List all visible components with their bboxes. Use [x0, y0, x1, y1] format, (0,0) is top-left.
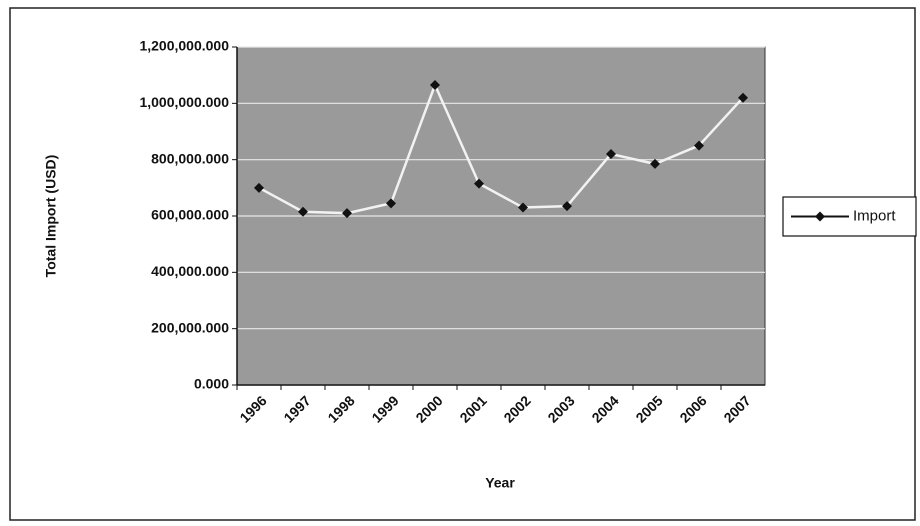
- y-tick-label: 200,000.000: [151, 319, 229, 335]
- y-tick-label: 800,000.000: [151, 150, 229, 166]
- y-tick-label: 600,000.000: [151, 207, 229, 223]
- y-tick-label: 400,000.000: [151, 263, 229, 279]
- y-axis-title: Total Import (USD): [43, 155, 59, 278]
- y-tick-label: 0.000: [194, 376, 229, 392]
- chart: Total Import (USD) Year 0.000 200,000.000…: [0, 0, 920, 526]
- x-axis-title: Year: [485, 475, 515, 491]
- legend-label: Import: [853, 207, 896, 224]
- y-tick-label: 1,000,000.000: [139, 94, 229, 110]
- y-tick-label: 1,200,000.000: [139, 38, 229, 54]
